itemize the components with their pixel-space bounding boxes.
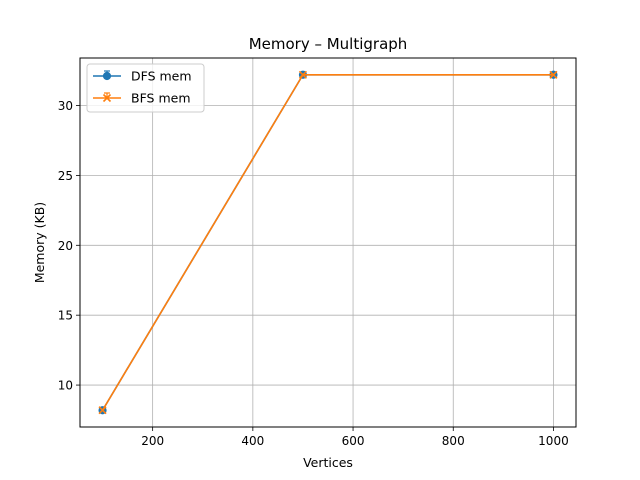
axis-ticks: 200 400 600 800 1000 10 15 20 25 30 — [58, 99, 569, 448]
grid-lines — [80, 58, 576, 427]
plot-frame — [79, 57, 577, 428]
legend: DFS mem BFS mem — [86, 63, 205, 113]
legend-label: BFS mem — [131, 91, 191, 106]
y-tick-label: 15 — [58, 309, 73, 323]
data-point-bfs — [298, 70, 308, 79]
x-tick-label: 600 — [342, 434, 365, 448]
chart-title: Memory – Multigraph — [249, 35, 408, 53]
x-tick-label: 1000 — [538, 434, 569, 448]
x-tick-label: 400 — [241, 434, 264, 448]
y-tick-label: 30 — [58, 99, 73, 113]
x-axis-label: Vertices — [303, 455, 353, 470]
legend-label: DFS mem — [131, 69, 192, 84]
legend-marker — [102, 93, 112, 103]
y-tick-label: 10 — [58, 379, 73, 393]
y-tick-label: 20 — [58, 239, 73, 253]
y-tick-label: 25 — [58, 169, 73, 183]
legend-entry: BFS mem — [93, 91, 191, 106]
x-tick-label: 200 — [141, 434, 164, 448]
legend-items: DFS mem BFS mem — [93, 69, 192, 106]
x-tick-label: 800 — [442, 434, 465, 448]
series-layer — [98, 70, 558, 415]
data-point-bfs — [98, 406, 107, 415]
legend-marker — [102, 71, 112, 81]
y-axis-label: Memory (KB) — [32, 202, 47, 283]
legend-entry: DFS mem — [93, 69, 192, 84]
data-point-bfs — [549, 70, 558, 79]
